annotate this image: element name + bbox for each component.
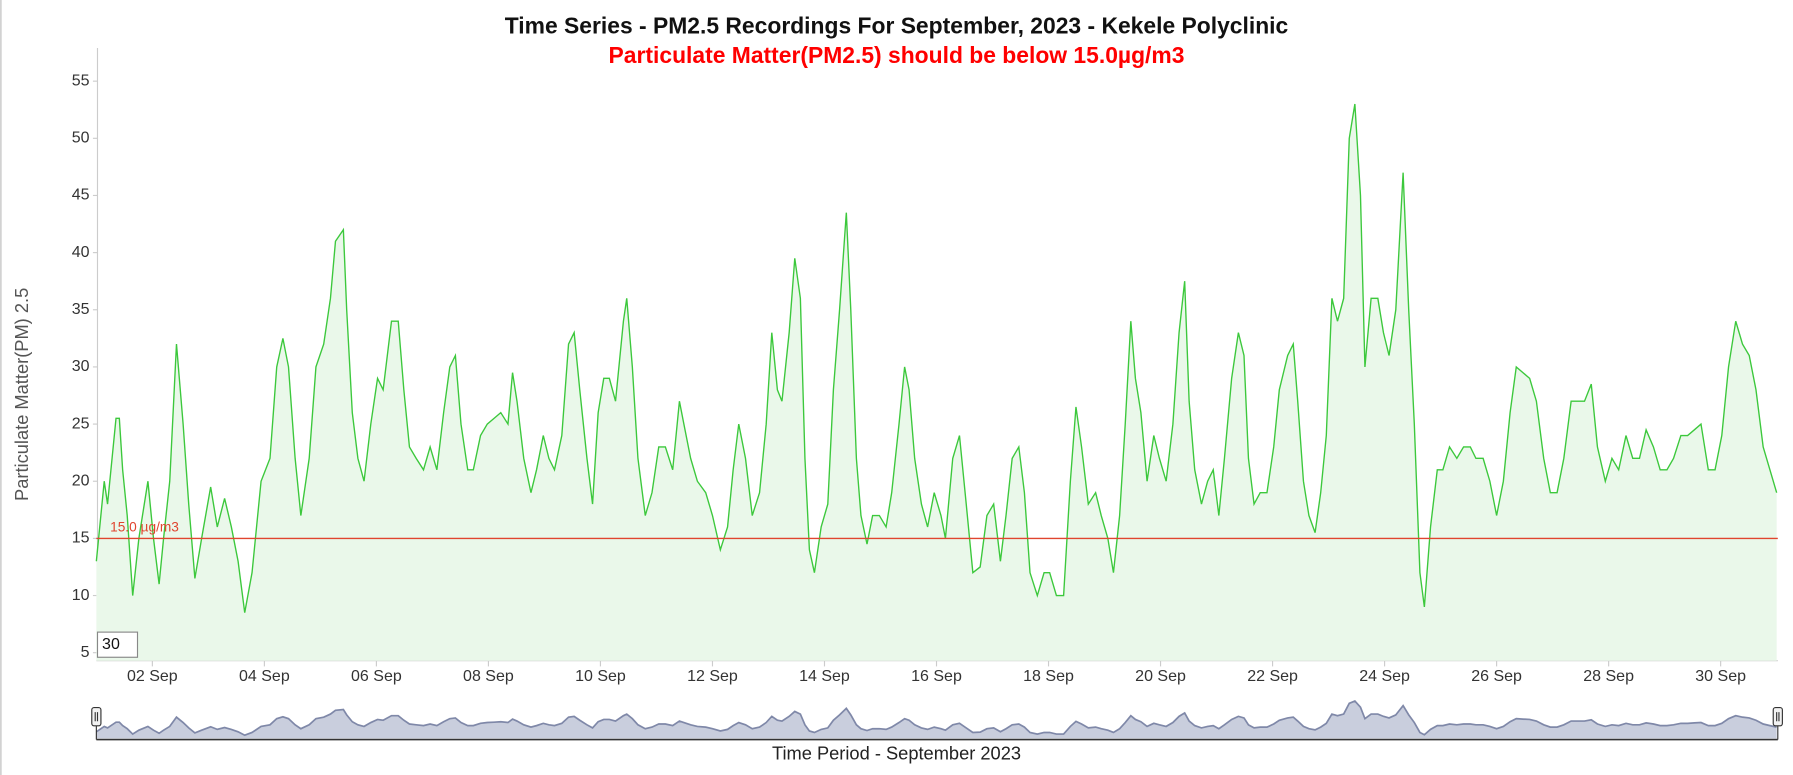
x-tick-label: 16 Sep: [911, 668, 962, 685]
x-tick-label: 24 Sep: [1359, 668, 1410, 685]
x-tick-label: 20 Sep: [1135, 668, 1186, 685]
chart-subtitle: Particulate Matter(PM2.5) should be belo…: [609, 42, 1185, 68]
x-tick-label: 10 Sep: [575, 668, 626, 685]
x-tick-label: 26 Sep: [1471, 668, 1522, 685]
y-tick-label: 45: [72, 187, 90, 204]
threshold-label: 15.0 µg/m3: [110, 520, 179, 535]
line: [95, 103, 1778, 613]
y-tick-label: 25: [72, 415, 90, 432]
navigator-handle: [91, 706, 102, 727]
x-tick-label: 14 Sep: [799, 668, 850, 685]
x-axis-label: Time Period - September 2023: [772, 742, 1021, 763]
y-tick-label: 10: [72, 587, 90, 604]
x-tick-label: 30 Sep: [1695, 668, 1746, 685]
area-fill: [96, 104, 1777, 661]
y-tick-label: 40: [72, 244, 90, 261]
navigator-line: [95, 700, 1777, 737]
navigator-handle: [1772, 706, 1783, 727]
range-input: [96, 631, 139, 658]
x-tick-label: 08 Sep: [463, 668, 514, 685]
y-tick-label: 15: [72, 530, 90, 547]
y-tick-label: 5: [81, 644, 90, 661]
y-tick-label: 55: [72, 72, 90, 89]
y-axis-label: Particulate Matter(PM) 2.5: [11, 288, 32, 501]
y-tick-label: 20: [72, 472, 90, 489]
navigator-area: [96, 701, 1777, 739]
x-tick-label: 04 Sep: [239, 668, 290, 685]
x-tick-label: 22 Sep: [1247, 668, 1298, 685]
y-tick-label: 50: [72, 130, 90, 147]
x-tick-label: 02 Sep: [127, 668, 178, 685]
x-tick-label: 12 Sep: [687, 668, 738, 685]
y-tick-label: 30: [72, 358, 90, 375]
y-tick-label: 35: [72, 301, 90, 318]
range-input-value: 30: [102, 636, 120, 653]
x-tick-label: 18 Sep: [1023, 668, 1074, 685]
x-tick-label: 06 Sep: [351, 668, 402, 685]
chart-title: Time Series - PM2.5 Recordings For Septe…: [505, 12, 1289, 38]
x-tick-label: 28 Sep: [1583, 668, 1634, 685]
